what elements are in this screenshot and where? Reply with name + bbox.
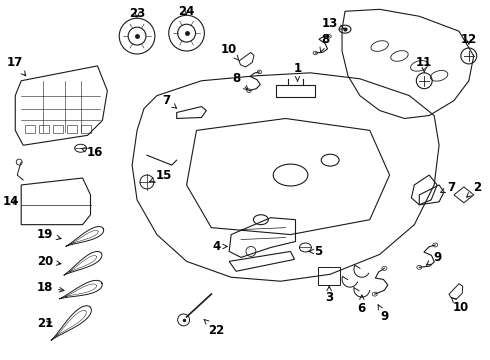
Text: 14: 14 xyxy=(3,195,20,208)
Bar xyxy=(39,125,49,133)
Text: 6: 6 xyxy=(358,295,366,315)
Text: 13: 13 xyxy=(322,17,344,30)
Text: 16: 16 xyxy=(81,146,103,159)
Bar xyxy=(25,125,35,133)
Bar xyxy=(67,125,76,133)
Text: 10: 10 xyxy=(221,42,239,60)
Text: 8: 8 xyxy=(232,72,248,90)
Text: 9: 9 xyxy=(426,251,441,265)
Text: 9: 9 xyxy=(378,305,389,323)
Text: 8: 8 xyxy=(320,33,329,52)
Text: 24: 24 xyxy=(178,5,195,18)
Text: 21: 21 xyxy=(37,318,53,330)
Text: 2: 2 xyxy=(466,181,481,197)
Text: 20: 20 xyxy=(37,255,61,268)
Text: 22: 22 xyxy=(204,319,224,337)
Text: 23: 23 xyxy=(129,7,145,20)
Text: 17: 17 xyxy=(7,57,25,76)
Bar xyxy=(81,125,91,133)
Text: 5: 5 xyxy=(309,245,322,258)
Bar xyxy=(53,125,63,133)
Text: 1: 1 xyxy=(294,62,301,81)
Text: 4: 4 xyxy=(212,240,227,253)
Bar xyxy=(318,267,340,285)
Text: 7: 7 xyxy=(163,94,176,108)
Text: 12: 12 xyxy=(461,33,477,46)
Text: 19: 19 xyxy=(37,228,61,241)
Text: 11: 11 xyxy=(416,57,432,72)
Text: 7: 7 xyxy=(441,181,455,194)
Text: 10: 10 xyxy=(451,298,469,314)
Bar xyxy=(276,85,315,96)
Text: 18: 18 xyxy=(37,281,64,294)
Text: 15: 15 xyxy=(150,168,172,182)
Text: 3: 3 xyxy=(325,286,333,303)
